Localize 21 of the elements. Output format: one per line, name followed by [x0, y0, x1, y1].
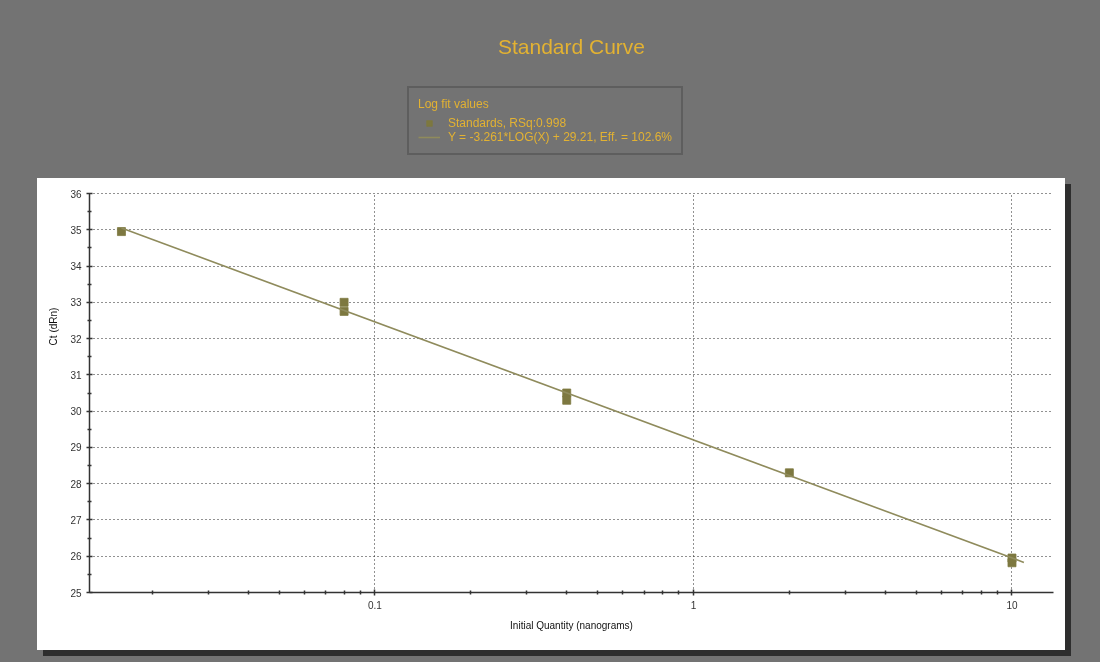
y-tick-label: 29 — [70, 442, 82, 454]
y-tick-label: 36 — [70, 188, 82, 200]
y-tick-label: 32 — [70, 333, 82, 345]
y-tick-label: 34 — [70, 261, 82, 273]
y-axis-title: Ct (dRn) — [48, 307, 60, 346]
x-axis-title: Initial Quantity (nanograms) — [510, 619, 633, 631]
legend-label: Y = -3.261*LOG(X) + 29.21, Eff. = 102.6% — [448, 130, 673, 144]
y-tick-label: 28 — [70, 478, 82, 490]
legend-label: Standards, RSq:0.998 — [448, 116, 567, 130]
y-tick-label: 26 — [70, 551, 82, 563]
x-tick-label: 0.1 — [368, 599, 383, 611]
y-tick-label: 30 — [70, 406, 82, 418]
x-tick-label: 10 — [1006, 599, 1018, 611]
y-tick-label: 25 — [70, 587, 82, 599]
y-tick-label: 35 — [70, 224, 82, 236]
chart-title: Standard Curve — [497, 34, 646, 58]
legend-title: Log fit values — [418, 97, 490, 111]
y-tick-label: 31 — [70, 369, 82, 381]
y-tick-label: 27 — [70, 514, 82, 526]
y-tick-label: 33 — [70, 297, 82, 309]
x-tick-label: 1 — [690, 599, 697, 611]
